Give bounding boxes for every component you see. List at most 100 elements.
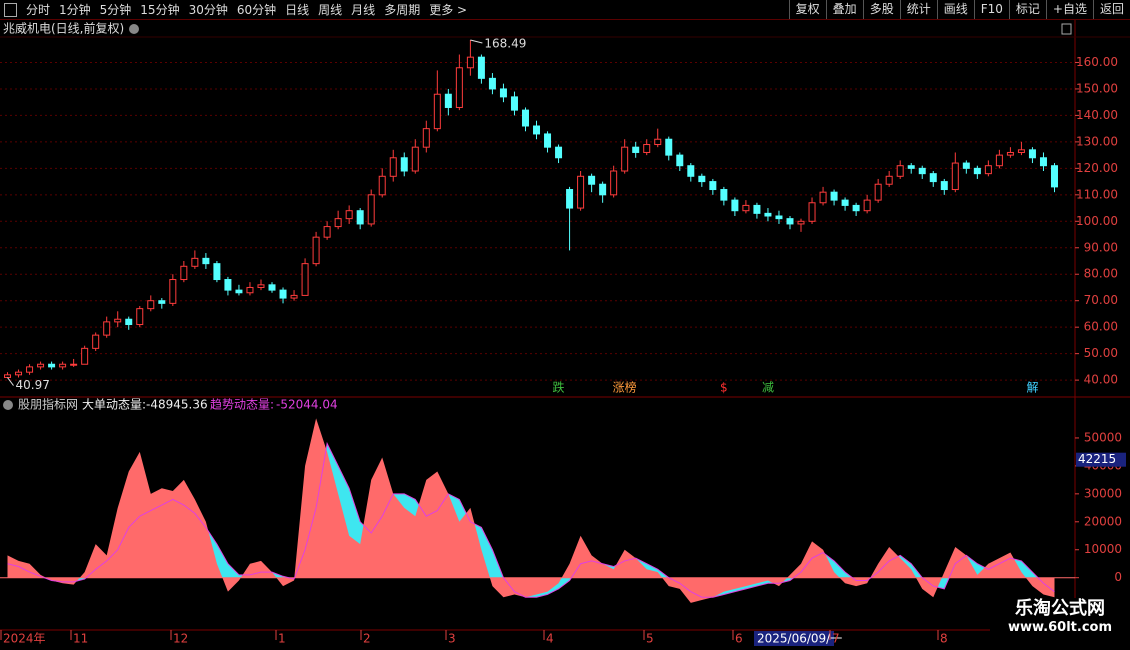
candle-body <box>455 67 463 108</box>
y-tick-label: 80.00 <box>1084 267 1118 281</box>
candle-body <box>290 294 298 299</box>
signal-marker: 减 <box>762 381 774 395</box>
y-tick-label: 130.00 <box>1076 134 1118 148</box>
candle-body <box>158 300 166 304</box>
tool-button[interactable]: 画线 <box>936 0 974 19</box>
y-tick-label: 100.00 <box>1076 214 1118 228</box>
candle-body <box>103 321 111 336</box>
candle-body <box>1006 151 1014 156</box>
legend-name: 趋势动态量: <box>210 398 274 412</box>
candle-body <box>621 146 629 172</box>
candle-body <box>499 88 507 98</box>
period-tab[interactable]: 月线 <box>351 3 376 17</box>
candle-body <box>654 138 662 146</box>
y-tick-label: 30000 <box>1084 486 1122 500</box>
period-tab[interactable]: 周线 <box>318 3 343 17</box>
candle-body <box>125 318 133 326</box>
candle-body <box>521 109 529 127</box>
candle-body <box>48 363 56 368</box>
candle-body <box>973 167 981 175</box>
candle-body <box>588 175 596 185</box>
candle-body <box>367 194 375 225</box>
y-tick-label: 120.00 <box>1076 161 1118 175</box>
y-tick-label: 0 <box>1114 570 1122 584</box>
dropdown-icon[interactable] <box>3 400 13 410</box>
candle-body <box>422 128 430 148</box>
candle-body <box>312 236 320 265</box>
x-tick-label: 2025/06/09/一 <box>757 632 842 646</box>
candle-body <box>797 220 805 225</box>
period-tab[interactable]: 5分钟 <box>99 3 132 17</box>
y-tick-label: 50000 <box>1084 430 1122 444</box>
candle-body <box>610 170 618 196</box>
tool-button[interactable]: 多股 <box>862 0 900 19</box>
tool-button[interactable]: 复权 <box>788 0 826 19</box>
tool-button[interactable]: F10 <box>973 0 1009 19</box>
tool-button[interactable]: 叠加 <box>825 0 863 19</box>
x-tick-label: 11 <box>73 632 88 646</box>
candle-body <box>533 125 541 135</box>
max-pointer <box>470 39 483 44</box>
period-tab[interactable]: 30分钟 <box>188 3 228 17</box>
x-tick-label: 8 <box>940 632 948 646</box>
panel-icon <box>1061 23 1072 35</box>
y-tick-label: 90.00 <box>1084 240 1118 254</box>
candle-body <box>356 210 364 225</box>
candle-body <box>764 212 772 217</box>
signal-marker: 跌 <box>553 380 565 395</box>
candle-body <box>1050 165 1058 188</box>
y-tick-label: 20000 <box>1084 514 1122 528</box>
period-tab[interactable]: 更多 > <box>429 3 468 17</box>
candle-body <box>191 257 199 267</box>
candle-body <box>114 318 122 323</box>
x-tick-label: 1 <box>278 632 286 646</box>
signal-marker: 涨榜 <box>613 380 637 395</box>
candle-body <box>1028 149 1036 159</box>
period-tab[interactable]: 15分钟 <box>140 3 180 17</box>
candle-body <box>279 289 287 299</box>
candle-body <box>92 334 100 349</box>
x-tick-label: 12 <box>173 632 188 646</box>
candle-body <box>940 181 948 191</box>
candle-body <box>334 218 342 228</box>
candle-body <box>345 210 353 220</box>
period-tab[interactable]: 60分钟 <box>236 3 277 17</box>
candle-body <box>929 173 937 183</box>
legend-value: -52044.04 <box>276 398 338 412</box>
period-tab[interactable]: 日线 <box>285 3 310 17</box>
period-tab[interactable]: 分时 <box>26 3 51 17</box>
menu-icon[interactable] <box>4 3 17 17</box>
candle-body <box>81 347 89 365</box>
dropdown-icon[interactable] <box>129 24 139 34</box>
tool-button[interactable]: 返回 <box>1092 0 1130 19</box>
candle-body <box>202 257 210 265</box>
candle-body <box>577 175 585 209</box>
signal-marker: 解 <box>1026 381 1038 395</box>
big-order-area <box>7 418 1055 603</box>
min-label: 40.97 <box>16 378 50 392</box>
candle-body <box>169 279 177 304</box>
candle-body <box>830 191 838 201</box>
tool-button[interactable]: 标记 <box>1008 0 1046 19</box>
tool-button[interactable]: +自选 <box>1045 0 1093 19</box>
candle-body <box>566 189 574 209</box>
candle-body <box>742 204 750 212</box>
period-tab[interactable]: 多周期 <box>384 3 421 17</box>
candle-body <box>599 183 607 196</box>
tool-button[interactable]: 统计 <box>899 0 937 19</box>
candle-body <box>709 181 717 191</box>
candle-body <box>433 93 441 130</box>
candle-body <box>951 162 959 191</box>
y-tick-label: 50.00 <box>1084 346 1118 360</box>
tool-buttons: 复权 叠加 多股 统计 画线 F10 标记 +自选 返回 <box>788 0 1130 19</box>
candle-body <box>962 162 970 169</box>
period-tab[interactable]: 1分钟 <box>59 3 91 17</box>
candle-body <box>257 284 265 288</box>
candle-body <box>59 363 67 368</box>
candle-body <box>400 157 408 172</box>
y-tick-label: 110.00 <box>1076 187 1118 201</box>
watermark-url: www.60lt.com <box>1007 620 1113 635</box>
candle-body <box>389 157 397 177</box>
candle-body <box>863 199 871 212</box>
